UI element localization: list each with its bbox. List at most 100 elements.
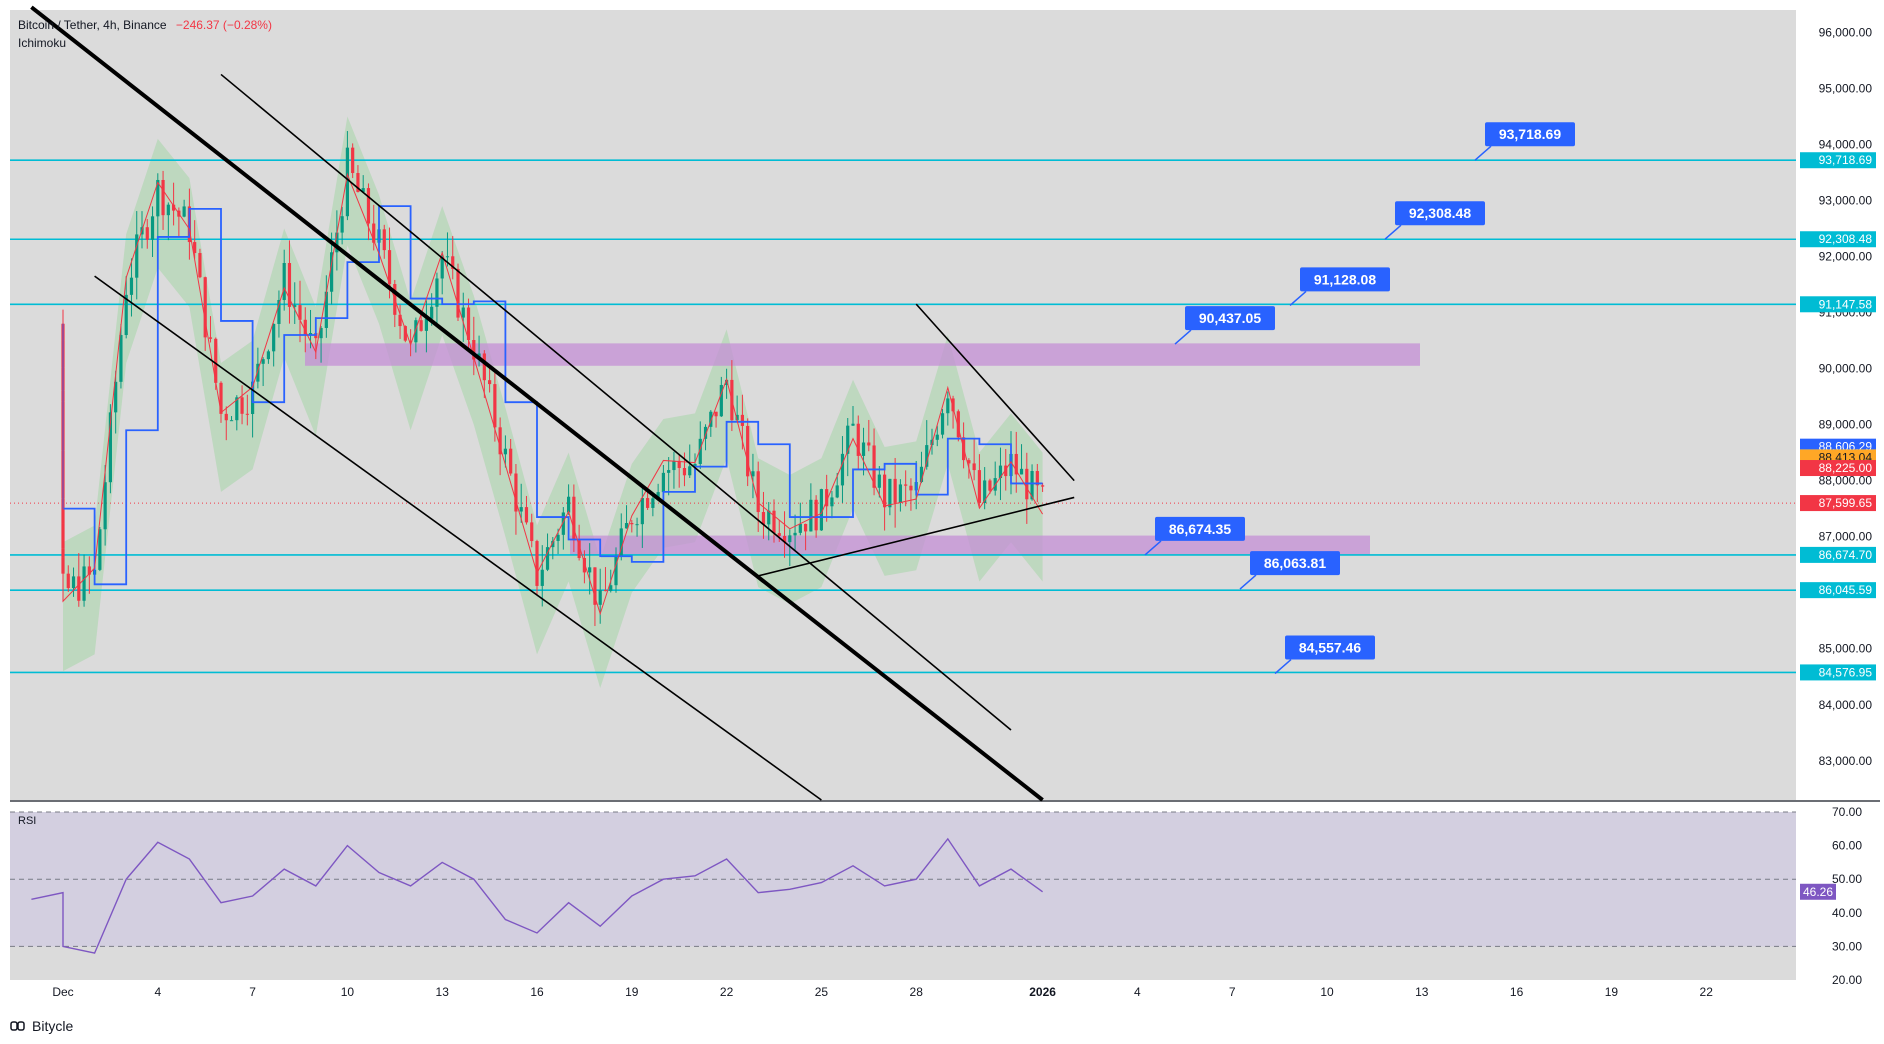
candle-body	[919, 466, 924, 483]
candle-body	[166, 204, 170, 216]
candle-body	[877, 474, 881, 488]
candle-body	[651, 498, 655, 508]
rsi-value-badge	[1800, 883, 1836, 900]
candle-body	[603, 590, 608, 592]
price-axis-badge-label: 87,599.65	[1819, 496, 1873, 510]
candle-body	[71, 576, 76, 589]
candle-body	[814, 499, 818, 531]
candle-body	[303, 319, 307, 335]
candle-body	[1014, 453, 1018, 475]
candle-body	[867, 442, 871, 446]
candle-body	[293, 305, 297, 307]
candle-body	[203, 277, 207, 338]
x-tick-label: 28	[910, 985, 924, 999]
trendline-2[interactable]	[220, 73, 1012, 731]
candle-body	[356, 173, 360, 192]
candle-body	[461, 307, 465, 318]
callout-box[interactable]	[1185, 306, 1275, 331]
x-tick-label: 16	[1510, 985, 1524, 999]
trendline-1[interactable]	[30, 5, 1044, 802]
candle-body	[287, 263, 292, 307]
candle-body	[282, 263, 286, 300]
trendline-5[interactable]	[758, 496, 1075, 577]
callout-box[interactable]	[1155, 516, 1245, 541]
candle-body	[614, 556, 618, 586]
candle-body	[108, 412, 112, 483]
callout-box[interactable]	[1485, 122, 1575, 147]
candle-body	[324, 291, 328, 328]
candle-body	[640, 498, 644, 525]
candle-body	[624, 523, 629, 529]
price-tick-label: 87,000.00	[1819, 530, 1873, 544]
candle-body	[746, 425, 750, 477]
candle-body	[567, 496, 571, 513]
candle-body	[719, 384, 723, 417]
x-tick-label: 7	[1229, 985, 1236, 999]
callout-label: 91,128.08	[1314, 271, 1376, 287]
price-tick-label: 89,000.00	[1819, 418, 1873, 432]
callout-box[interactable]	[1285, 635, 1375, 660]
candle-body	[898, 484, 902, 503]
candle-body	[240, 397, 244, 414]
tenkan-line	[62, 172, 1044, 616]
candle-body	[419, 320, 423, 331]
candle-body	[661, 472, 665, 493]
candle-body	[788, 535, 792, 543]
indicator-legend: Ichimoku	[18, 36, 66, 50]
price-zone-2[interactable]	[570, 535, 1370, 555]
candle-body	[767, 510, 771, 525]
candle-body	[235, 397, 239, 421]
candle-body	[793, 532, 797, 536]
rsi-value-label: 46.26	[1803, 885, 1833, 899]
candle-body	[935, 434, 939, 440]
indicator-name[interactable]: Ichimoku	[18, 36, 67, 50]
x-tick-label: 22	[1700, 985, 1714, 999]
price-zone-1[interactable]	[305, 343, 1420, 366]
candle-body	[988, 480, 992, 491]
candle-body	[308, 333, 313, 335]
candle-body	[582, 557, 586, 573]
candle-body	[946, 398, 950, 414]
candle-body	[345, 147, 349, 217]
candle-body	[277, 299, 281, 324]
candle-body	[856, 423, 860, 456]
candle-body	[904, 484, 908, 486]
candle-body	[161, 179, 165, 216]
candle-body	[725, 379, 729, 385]
callout-box[interactable]	[1395, 201, 1485, 226]
rsi-tick-label: 50.00	[1832, 872, 1862, 886]
candle-body	[1004, 465, 1008, 477]
candle-body	[751, 471, 755, 477]
candle-body	[129, 277, 134, 295]
brand-name[interactable]: Bitycle	[32, 1018, 74, 1034]
callout-box[interactable]	[1250, 551, 1340, 576]
candle-body	[172, 204, 176, 211]
price-axis-badge-label: 86,045.59	[1819, 583, 1873, 597]
trendline-4[interactable]	[915, 303, 1075, 482]
candle-body	[635, 524, 639, 526]
candle-body	[145, 227, 149, 240]
candle-body	[193, 242, 197, 254]
candle-body	[861, 442, 866, 456]
candle-body	[840, 453, 845, 486]
candle-body	[998, 465, 1003, 479]
price-tick-label: 94,000.00	[1819, 137, 1873, 151]
callout-box[interactable]	[1300, 267, 1390, 292]
price-axis-badge	[1800, 582, 1876, 599]
price-axis-badge	[1800, 546, 1876, 563]
price-tick-label: 92,000.00	[1819, 250, 1873, 264]
symbol-title[interactable]: Bitcoin / Tether, 4h, Binance	[18, 18, 167, 32]
price-axis-badge-label: 92,308.48	[1819, 232, 1873, 246]
candle-body	[87, 566, 91, 575]
candle-body	[819, 489, 823, 531]
x-tick-label: 2026	[1029, 985, 1056, 999]
price-tick-label: 83,000.00	[1819, 754, 1873, 768]
x-tick-label: 19	[625, 985, 639, 999]
callout-pointer	[1239, 574, 1257, 590]
x-tick-label: 4	[154, 985, 161, 999]
candle-body	[977, 470, 981, 503]
candle-body	[340, 216, 344, 233]
x-tick-label: 25	[815, 985, 829, 999]
trendline-3[interactable]	[94, 275, 822, 801]
